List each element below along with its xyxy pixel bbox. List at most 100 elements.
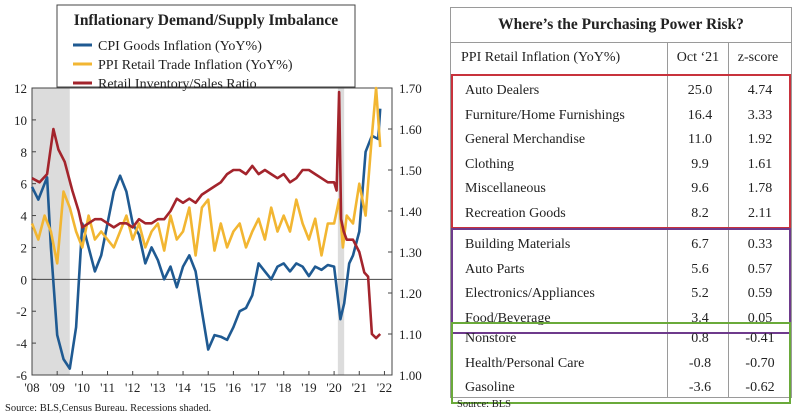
row-zscore: 2.11 <box>748 205 772 221</box>
right-tick-label: 1.10 <box>399 327 422 342</box>
inventory-sales-line <box>31 90 382 340</box>
legend-label: Retail Inventory/Sales Ratio <box>98 77 257 92</box>
table-row: Health/Personal Care -0.8 -0.70 <box>453 352 789 376</box>
right-tick-label: 1.00 <box>399 368 422 383</box>
row-zscore: 0.33 <box>747 237 773 252</box>
row-zscore: 0.59 <box>747 286 773 301</box>
table-row: Food/Beverage 3.4 0.05 <box>453 307 789 331</box>
row-category: Nonstore <box>465 331 517 346</box>
table-group: Building Materials 6.7 0.33 Auto Parts 5.6 0.… <box>451 228 791 334</box>
table-row: Auto Parts 5.6 0.57 <box>453 258 789 282</box>
right-tick-label: 1.60 <box>399 122 422 137</box>
table-row: Gasoline -3.6 -0.62 <box>453 376 789 400</box>
chart-title: Inflationary Demand/Supply Imbalance <box>74 12 339 29</box>
row-oct-value: -3.6 <box>688 380 712 395</box>
purchasing-power-table: Where’s the Purchasing Power Risk? PPI R… <box>450 7 792 404</box>
row-category: Recreation Goods <box>465 205 566 221</box>
right-tick-label: 1.40 <box>399 204 422 219</box>
left-tick-label: 8 <box>21 145 28 160</box>
x-tick-label: '16 <box>226 380 242 395</box>
row-category: Gasoline <box>465 380 515 395</box>
row-oct-value: 0.8 <box>691 331 709 346</box>
table-row: Building Materials 6.7 0.33 <box>453 233 789 257</box>
row-zscore: -0.62 <box>745 380 775 395</box>
row-oct-value: 3.4 <box>691 310 709 326</box>
row-oct-value: 6.7 <box>691 237 709 252</box>
x-tick-label: '12 <box>125 380 140 395</box>
row-category: Electronics/Appliances <box>465 286 595 301</box>
x-tick-label: '15 <box>201 380 216 395</box>
row-category: Building Materials <box>465 237 571 252</box>
legend-box <box>56 4 356 88</box>
left-tick-label: 2 <box>21 240 28 255</box>
row-zscore: 0.05 <box>747 310 773 326</box>
x-tick-label: '11 <box>100 380 115 395</box>
table-row: Recreation Goods 8.2 2.11 <box>453 202 789 226</box>
header-category: PPI Retail Inflation (YoY%) <box>461 50 621 65</box>
left-tick-label: 6 <box>21 177 28 192</box>
left-tick-label: -4 <box>16 336 27 351</box>
row-category: General Merchandise <box>465 132 586 147</box>
cpi-goods-line <box>30 108 382 370</box>
row-oct-value: 25.0 <box>687 83 713 98</box>
row-oct-value: 16.4 <box>687 107 713 123</box>
row-oct-value: 9.6 <box>691 181 709 196</box>
row-oct-value: 11.0 <box>688 132 712 147</box>
table-header: PPI Retail Inflation (YoY%) Oct ‘21 z-sc… <box>451 42 791 75</box>
table-source: Source: BLS <box>457 399 511 410</box>
row-zscore: 1.92 <box>747 132 773 147</box>
table-row: Miscellaneous 9.6 1.78 <box>453 177 789 201</box>
row-category: Auto Parts <box>465 261 525 277</box>
row-category: Auto Dealers <box>465 83 540 98</box>
row-zscore: 0.57 <box>747 261 773 277</box>
table-row: Electronics/Appliances 5.2 0.59 <box>453 282 789 306</box>
x-tick-label: '14 <box>175 380 191 395</box>
row-zscore: 1.78 <box>747 181 773 196</box>
row-oct-value: 8.2 <box>691 205 709 221</box>
row-zscore: 3.33 <box>747 107 773 123</box>
x-tick-label: '20 <box>326 380 341 395</box>
row-oct-value: -0.8 <box>688 355 712 371</box>
table-row: Clothing 9.9 1.61 <box>453 153 789 177</box>
row-category: Miscellaneous <box>465 181 546 196</box>
inflation-line-chart: -6 -4 -2 0 2 4 6 8 10 12 1.00 1.10 1.20 1.30 1.40 1.50 1… <box>5 4 422 414</box>
table-row: General Merchandise 11.0 1.92 <box>453 128 789 152</box>
legend-label: PPI Retail Trade Inflation (YoY%) <box>98 58 293 73</box>
row-oct-value: 5.2 <box>691 286 709 301</box>
ppi-retail-line <box>30 86 382 265</box>
left-tick-label: -2 <box>16 304 27 319</box>
header-oct: Oct ‘21 <box>676 50 720 65</box>
x-tick-label: '17 <box>251 380 267 395</box>
table-row: Auto Dealers 25.0 4.74 <box>453 79 789 103</box>
column-divider <box>728 42 729 397</box>
header-zscore: z-score <box>737 50 779 65</box>
chart-source: Source: BLS,Census Bureau. Recessions sh… <box>5 403 211 414</box>
x-tick-label: '09 <box>50 380 65 395</box>
x-tick-label: '10 <box>75 380 90 395</box>
row-zscore: 1.61 <box>747 156 773 172</box>
row-oct-value: 9.9 <box>691 156 709 172</box>
legend-label: CPI Goods Inflation (YoY%) <box>98 39 262 54</box>
x-tick-label: '18 <box>276 380 291 395</box>
right-tick-label: 1.70 <box>399 81 422 96</box>
x-tick-label: '22 <box>377 380 392 395</box>
right-tick-label: 1.50 <box>399 163 422 178</box>
table-group: Nonstore 0.8 -0.41 Health/Personal Care -0.8… <box>451 322 791 404</box>
left-tick-label: 0 <box>21 272 28 287</box>
plot-frame <box>31 87 393 376</box>
row-category: Food/Beverage <box>465 310 551 326</box>
left-tick-label: 12 <box>14 81 27 96</box>
x-tick-label: '13 <box>150 380 165 395</box>
x-tick-label: '08 <box>24 380 39 395</box>
x-tick-label: '21 <box>352 380 367 395</box>
left-tick-label: -6 <box>16 368 27 383</box>
column-divider <box>667 42 668 397</box>
row-zscore: -0.41 <box>745 331 775 346</box>
left-tick-label: 4 <box>21 209 28 224</box>
row-category: Clothing <box>465 156 515 172</box>
row-category: Health/Personal Care <box>465 355 585 371</box>
row-zscore: 4.74 <box>747 83 773 98</box>
row-category: Furniture/Home Furnishings <box>465 107 625 123</box>
x-tick-label: '19 <box>301 380 316 395</box>
right-tick-label: 1.30 <box>399 245 422 260</box>
